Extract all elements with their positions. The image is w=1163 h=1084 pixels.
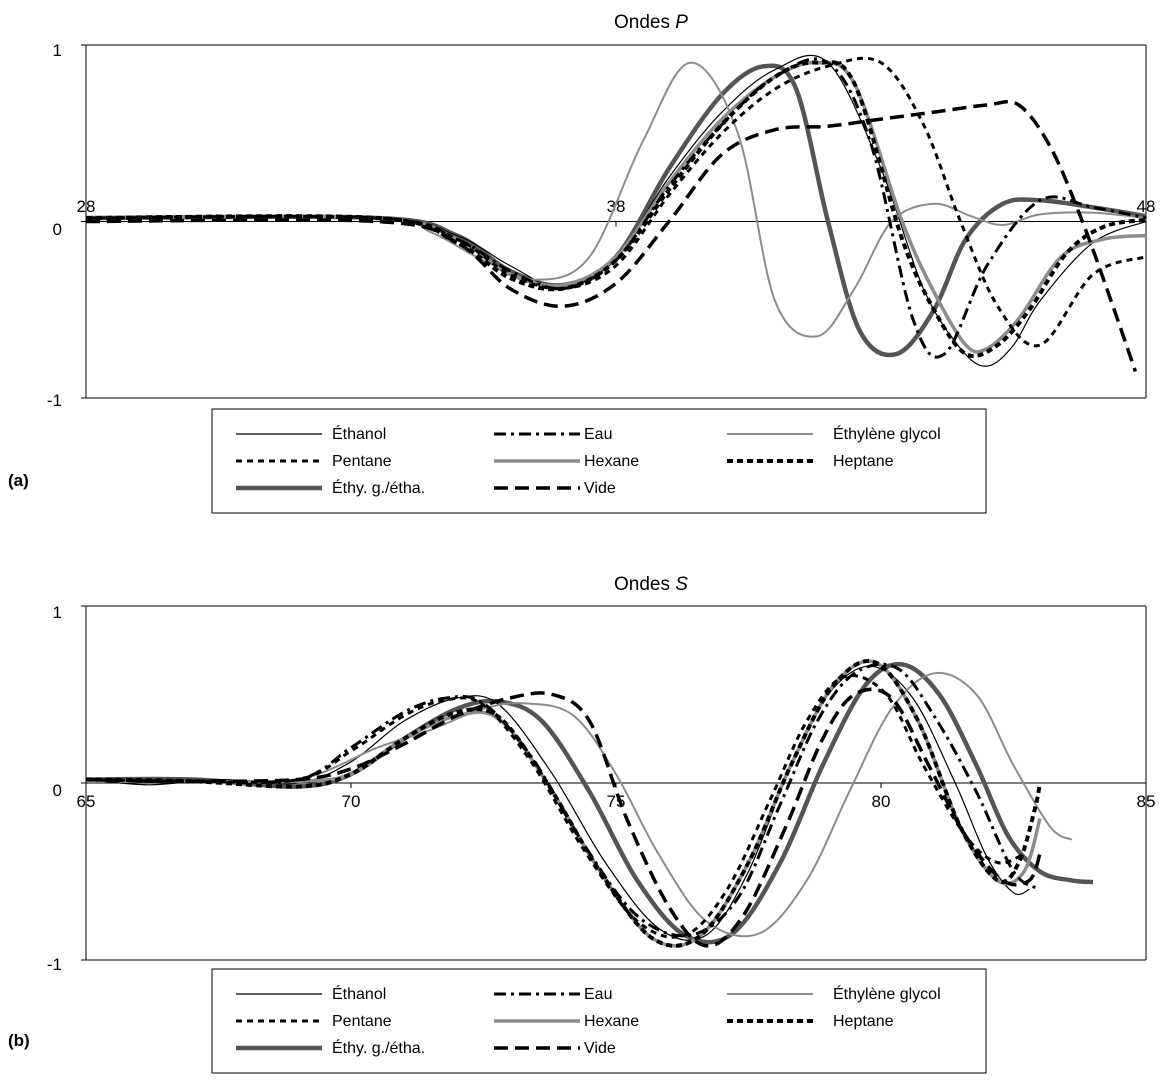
x-tick-label: 38: [607, 197, 626, 216]
x-tick-label: 48: [1137, 197, 1156, 216]
series-line--thyl-ne-glycol: [86, 671, 1073, 938]
y-tick-label: 0: [53, 781, 62, 800]
legend-label: Heptane: [833, 453, 894, 470]
panel-label: (a): [8, 471, 29, 490]
legend-label: Eau: [584, 426, 612, 443]
x-tick-label: 80: [872, 792, 891, 811]
x-tick-label: 65: [77, 792, 96, 811]
legend-label: Éthanol: [332, 424, 386, 443]
y-tick-label: 1: [53, 603, 62, 622]
legend: Éthanol Eau Éthylène glycol Pentane Hexane He…: [211, 408, 987, 514]
chart-title-symbol: S: [675, 574, 688, 595]
chart-title-symbol: P: [675, 12, 688, 33]
y-tick-label: -1: [47, 955, 62, 974]
legend-box: [211, 968, 987, 1074]
panel-label: (b): [8, 1031, 30, 1050]
legend-label: Éthylène glycol: [833, 424, 941, 443]
x-tick-label: 70: [342, 792, 361, 811]
series-line--thy-g-tha-: [86, 661, 1094, 945]
legend-label: Éthylène glycol: [833, 984, 941, 1003]
chart-title: Ondes S: [614, 574, 688, 595]
y-tick-label: 0: [53, 220, 62, 239]
series-line-pentane: [86, 56, 1146, 348]
x-tick-label: 85: [1137, 792, 1156, 811]
series-line--thyl-ne-glycol: [86, 61, 1146, 338]
legend-label: Eau: [584, 986, 612, 1003]
legend-label: Hexane: [584, 1013, 639, 1030]
legend-label: Pentane: [332, 1013, 392, 1030]
legend: Éthanol Eau Éthylène glycol Pentane Hexane He…: [211, 968, 987, 1074]
y-tick-label: -1: [47, 391, 62, 410]
series-line-vide: [86, 687, 1042, 948]
legend-label: Pentane: [332, 453, 392, 470]
legend-box: [211, 408, 987, 514]
legend-label: Éthy. g./étha.: [332, 1038, 425, 1057]
y-tick-label: 1: [53, 41, 62, 60]
series-line--thanol: [86, 54, 1146, 367]
chart-title-text: Ondes: [614, 12, 675, 33]
legend-label: Vide: [584, 1040, 616, 1057]
chart-title: Ondes P: [614, 12, 688, 33]
legend-label: Hexane: [584, 453, 639, 470]
legend-label: Heptane: [833, 1013, 894, 1030]
series-line-vide: [86, 99, 1138, 373]
series-line-pentane: [86, 674, 1025, 939]
legend-label: Éthy. g./étha.: [332, 478, 425, 497]
x-tick-label: 28: [77, 197, 96, 216]
legend-label: Éthanol: [332, 984, 386, 1003]
chart-panel-1: 1 0 -1 28 38 48 Ondes P Éthanol Eau Éthylène glyc…: [8, 12, 1156, 514]
chart-title-text: Ondes: [614, 574, 675, 595]
series-line-eau: [86, 662, 1041, 938]
series-line-heptane: [86, 659, 1042, 948]
legend-label: Vide: [584, 480, 616, 497]
